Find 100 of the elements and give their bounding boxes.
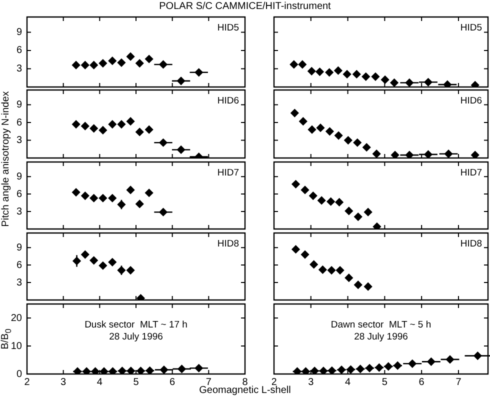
point — [344, 274, 353, 282]
point — [309, 192, 318, 200]
x-tick-label: 5 — [382, 376, 388, 388]
point — [290, 60, 298, 69]
point — [126, 186, 135, 194]
y-tick-label: 20 — [10, 312, 22, 324]
point — [117, 58, 126, 67]
y-tick-label: 3 — [16, 277, 22, 288]
point — [390, 150, 400, 158]
point — [344, 136, 352, 144]
point — [81, 122, 90, 130]
x-tick-label: 5 — [133, 376, 140, 388]
point — [72, 120, 80, 128]
point — [81, 60, 90, 70]
point — [353, 138, 362, 147]
point — [344, 206, 353, 216]
point — [136, 59, 144, 68]
point — [298, 60, 307, 69]
point — [144, 188, 154, 197]
point — [292, 180, 300, 188]
point — [336, 266, 344, 274]
point — [108, 120, 116, 128]
point — [318, 266, 327, 274]
y-tick-label: 9 — [16, 100, 22, 111]
x-tick-label: 3 — [60, 376, 67, 388]
point — [470, 150, 480, 158]
point — [372, 150, 381, 158]
point — [334, 131, 343, 140]
point — [98, 262, 108, 270]
point — [90, 194, 98, 202]
point — [90, 124, 98, 133]
point — [362, 143, 371, 152]
point — [126, 117, 135, 126]
y-tick-label: 6 — [16, 117, 22, 128]
point — [81, 192, 90, 200]
point — [299, 117, 308, 126]
point — [327, 266, 336, 274]
point — [316, 68, 324, 76]
point — [352, 70, 361, 78]
x-tick-label: 7 — [206, 376, 212, 388]
point — [325, 68, 334, 76]
x-tick-label: 2 — [24, 376, 30, 388]
point — [362, 72, 370, 81]
point — [354, 212, 362, 221]
point — [98, 126, 108, 134]
y-tick-label: 9 — [16, 242, 22, 254]
point — [90, 256, 98, 264]
point — [98, 59, 108, 68]
point — [98, 194, 108, 202]
point — [326, 198, 335, 206]
y-axis-title: Pitch angle anisotropy N-index — [0, 90, 12, 228]
point — [316, 124, 325, 132]
point — [308, 67, 316, 76]
annotation: HID5 — [460, 22, 482, 34]
point — [81, 250, 90, 259]
chart-title: POLAR S/C CAMMICE/HIT-instrument — [158, 1, 332, 12]
annotation: HID5 — [217, 22, 239, 34]
x-tick-label: 7 — [456, 376, 462, 388]
annotation: HID8 — [460, 238, 482, 250]
point — [342, 70, 352, 78]
point — [317, 196, 326, 205]
annotation: HID8 — [217, 238, 239, 250]
point — [290, 108, 299, 118]
y-tick-label: 6 — [16, 45, 22, 56]
point — [380, 76, 390, 84]
annotation: 28 July 1996 — [109, 332, 163, 343]
point — [310, 260, 318, 269]
y-tick-label: 0 — [16, 368, 22, 380]
point — [390, 78, 398, 87]
x-tick-label: 4 — [96, 376, 103, 388]
point — [108, 194, 116, 202]
annotation: HID6 — [460, 95, 482, 106]
x-tick-label: 3 — [308, 376, 314, 388]
y-tick-label: 6 — [16, 188, 22, 200]
annotation: HID7 — [217, 167, 239, 178]
point — [126, 52, 135, 61]
x-tick-label: 4 — [345, 376, 352, 388]
point — [108, 258, 116, 266]
point — [117, 120, 126, 128]
y-tick-label: 10 — [10, 340, 22, 352]
point — [90, 60, 98, 70]
point — [126, 266, 135, 274]
point — [326, 127, 334, 136]
point — [144, 126, 154, 134]
point — [335, 198, 344, 206]
annotation: HID7 — [460, 167, 482, 178]
y-tick-label: 3 — [16, 63, 22, 74]
y-tick-label: 6 — [16, 260, 22, 271]
point — [372, 222, 382, 229]
point — [144, 54, 154, 64]
point — [334, 66, 342, 75]
point — [108, 56, 116, 65]
point — [354, 280, 362, 289]
point — [136, 128, 144, 136]
point — [308, 126, 316, 134]
y-tick-label: 3 — [16, 206, 22, 218]
x-tick-label: 8 — [242, 376, 248, 388]
point — [371, 72, 380, 81]
x-tick-label: 6 — [170, 376, 176, 388]
annotation: Dawn sector MLT ~ 5 h — [330, 320, 432, 331]
